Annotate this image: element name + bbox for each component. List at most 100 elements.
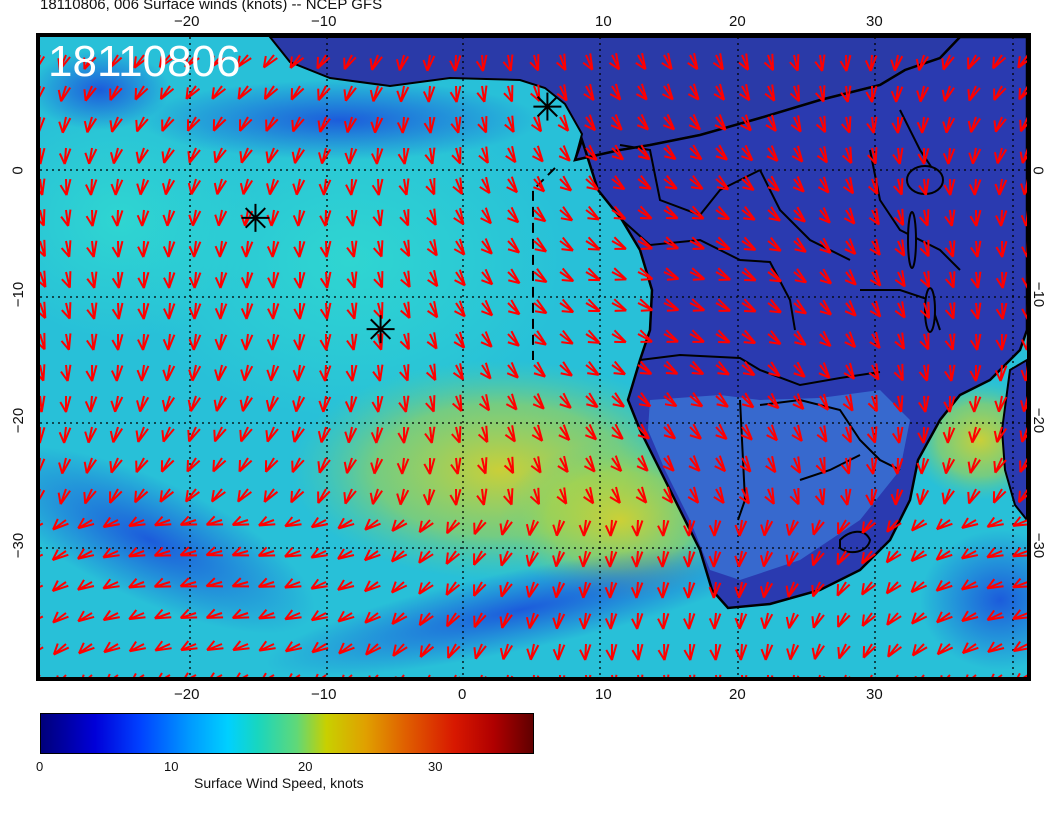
wind-barb bbox=[346, 271, 358, 289]
wind-barb bbox=[558, 145, 571, 162]
wind-barb bbox=[637, 144, 651, 161]
wind-barb bbox=[396, 116, 410, 134]
wind-barb bbox=[317, 488, 331, 504]
wind-barb bbox=[556, 53, 567, 71]
wind-barb bbox=[767, 298, 782, 314]
wind-barb bbox=[552, 612, 566, 630]
wind-barb bbox=[343, 116, 358, 134]
wind-barb bbox=[993, 85, 1007, 101]
wind-barb bbox=[811, 519, 825, 536]
wind-barb bbox=[425, 363, 437, 381]
wind-barb bbox=[1019, 457, 1027, 473]
wind-barb bbox=[942, 457, 956, 475]
wind-barb bbox=[611, 423, 624, 440]
wind-barb bbox=[585, 236, 601, 251]
wind-barb bbox=[316, 54, 331, 70]
wind-barb bbox=[159, 488, 175, 503]
wind-barb bbox=[210, 488, 226, 503]
wind-barb bbox=[40, 116, 46, 134]
wind-barb bbox=[179, 608, 198, 619]
wind-barb bbox=[894, 270, 906, 288]
wind-barb bbox=[890, 54, 904, 72]
wind-barb bbox=[631, 612, 644, 630]
wind-barb bbox=[205, 608, 224, 619]
wind-barb bbox=[424, 147, 436, 165]
wind-barb bbox=[453, 331, 466, 349]
lon-tick-bottom: 10 bbox=[595, 686, 612, 703]
wind-barb bbox=[992, 54, 1007, 70]
colorbar-label: Surface Wind Speed, knots bbox=[194, 775, 364, 791]
wind-barb bbox=[161, 426, 175, 443]
wind-barb bbox=[83, 85, 97, 102]
wind-barb bbox=[663, 392, 678, 408]
wind-barb bbox=[213, 426, 227, 443]
wind-barb bbox=[609, 486, 621, 504]
wind-barb bbox=[839, 54, 852, 72]
wind-barb bbox=[738, 487, 750, 505]
wind-barb bbox=[836, 550, 851, 566]
wind-barb bbox=[890, 85, 904, 103]
wind-barb bbox=[714, 114, 727, 131]
wind-barb bbox=[814, 85, 826, 103]
wind-barb bbox=[337, 610, 355, 623]
wind-barb bbox=[214, 333, 228, 351]
wind-barb bbox=[611, 298, 627, 312]
wind-barb bbox=[637, 267, 654, 281]
wind-barb bbox=[844, 331, 857, 349]
wind-barb bbox=[682, 550, 696, 568]
wind-barb bbox=[682, 581, 696, 599]
wind-barb bbox=[967, 116, 982, 133]
wind-barb bbox=[188, 209, 202, 227]
wind-barb bbox=[992, 488, 1007, 504]
wind-barb bbox=[319, 209, 332, 227]
wind-barb bbox=[637, 298, 654, 312]
wind-barb bbox=[370, 116, 384, 134]
wind-barb bbox=[418, 550, 434, 564]
wind-barb bbox=[135, 457, 149, 473]
wind-barb bbox=[611, 329, 627, 344]
wind-barb bbox=[986, 516, 1004, 528]
wind-barb bbox=[968, 395, 982, 413]
wind-barb bbox=[476, 85, 488, 103]
wind-barb bbox=[861, 519, 877, 534]
wind-barb bbox=[533, 237, 548, 253]
wind-barb bbox=[481, 268, 494, 286]
wind-barb bbox=[423, 116, 436, 134]
wind-barb bbox=[188, 364, 202, 382]
wind-barb bbox=[319, 271, 332, 289]
wind-barb bbox=[506, 176, 519, 194]
wind-barb bbox=[865, 85, 878, 103]
wind-barb bbox=[944, 240, 956, 258]
wind-barb bbox=[40, 364, 46, 382]
wind-barb bbox=[364, 518, 381, 531]
wind-barb bbox=[40, 54, 46, 71]
wind-barb bbox=[738, 53, 750, 71]
wind-barb bbox=[59, 178, 72, 196]
wind-barb bbox=[77, 579, 95, 591]
wind-barb bbox=[715, 236, 731, 251]
wind-barb bbox=[942, 116, 956, 134]
wind-barb bbox=[422, 54, 436, 72]
wind-barb bbox=[663, 205, 679, 220]
wind-barb bbox=[1019, 147, 1027, 164]
wind-barb bbox=[214, 240, 228, 258]
wind-barb bbox=[161, 395, 176, 412]
wind-barb bbox=[689, 267, 706, 281]
wind-barb bbox=[477, 116, 488, 134]
wind-barb bbox=[819, 299, 833, 316]
colorbar-tick: 0 bbox=[36, 759, 44, 774]
wind-barb bbox=[499, 550, 513, 567]
wind-barb bbox=[61, 271, 72, 289]
wind-barb bbox=[892, 147, 904, 165]
wind-barb bbox=[988, 673, 1005, 677]
wind-barb bbox=[212, 457, 227, 473]
wind-barb bbox=[786, 643, 800, 661]
wind-barb bbox=[40, 270, 47, 288]
wind-barb bbox=[608, 53, 621, 71]
wind-barb bbox=[759, 581, 774, 599]
wind-barb bbox=[266, 240, 280, 258]
wind-barb bbox=[77, 517, 95, 530]
wind-barb bbox=[585, 329, 601, 344]
wind-barb bbox=[916, 85, 930, 103]
wind-barb bbox=[372, 364, 384, 382]
